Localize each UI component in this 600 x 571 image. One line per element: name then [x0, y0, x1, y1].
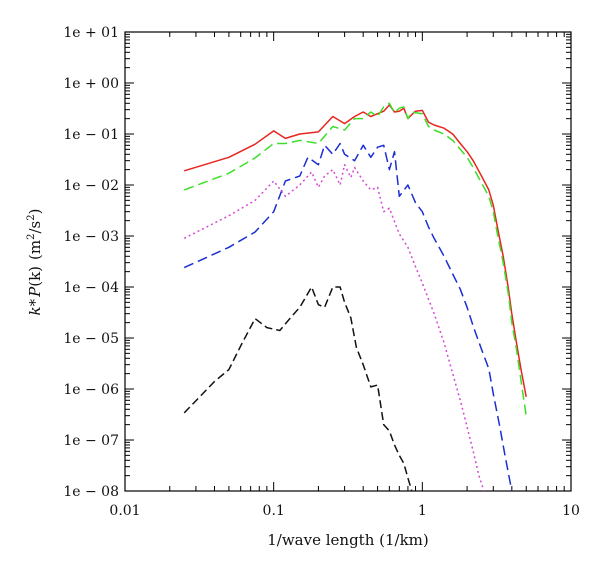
y-tick-label: 1e − 06 [63, 382, 119, 398]
y-tick-label: 1e − 05 [63, 331, 119, 347]
y-tick-label: 1e − 08 [63, 484, 119, 500]
y-axis-title-star: * [26, 298, 44, 306]
axis-ticks: 0.01 0.1 1 10 1e + 01 1e + 00 1e − 01 1e − 02 1e… [63, 25, 580, 519]
series-line [183, 163, 485, 491]
y-tick-label: 1e − 02 [63, 178, 119, 194]
series-line [183, 102, 527, 416]
y-axis-title-units-sup2: 2 [26, 214, 37, 220]
y-axis-title-k: k [26, 306, 44, 315]
y-tick-label: 1e − 01 [63, 127, 119, 143]
x-tick-label: 0.01 [109, 503, 140, 519]
y-tick-label: 1e + 00 [63, 76, 119, 92]
series-line [183, 286, 413, 491]
y-axis-title-units-open: (m [26, 240, 44, 260]
y-tick-label: 1e − 03 [63, 229, 119, 245]
x-tick-label: 1 [418, 503, 427, 519]
y-axis-title: k*P(k)(m2/s2) [26, 209, 44, 316]
series-layer [183, 102, 527, 491]
y-tick-label: 1e − 07 [63, 433, 119, 449]
x-tick-label: 10 [562, 503, 580, 519]
x-tick-label: 0.1 [263, 503, 285, 519]
y-tick-label: 1e − 04 [63, 280, 119, 296]
y-tick-label: 1e + 01 [63, 25, 119, 41]
y-axis-title-units-mid: /s [26, 221, 44, 234]
y-axis-title-units-sup1: 2 [26, 234, 37, 240]
y-axis-title-paren: (k) [26, 266, 44, 287]
x-axis-title: 1/wave length (1/km) [267, 531, 429, 549]
y-axis-title-units-close: ) [26, 209, 44, 215]
y-axis-title-p: P [26, 286, 44, 298]
series-line [183, 142, 513, 491]
plot-frame [124, 31, 572, 492]
series-line [183, 104, 527, 398]
